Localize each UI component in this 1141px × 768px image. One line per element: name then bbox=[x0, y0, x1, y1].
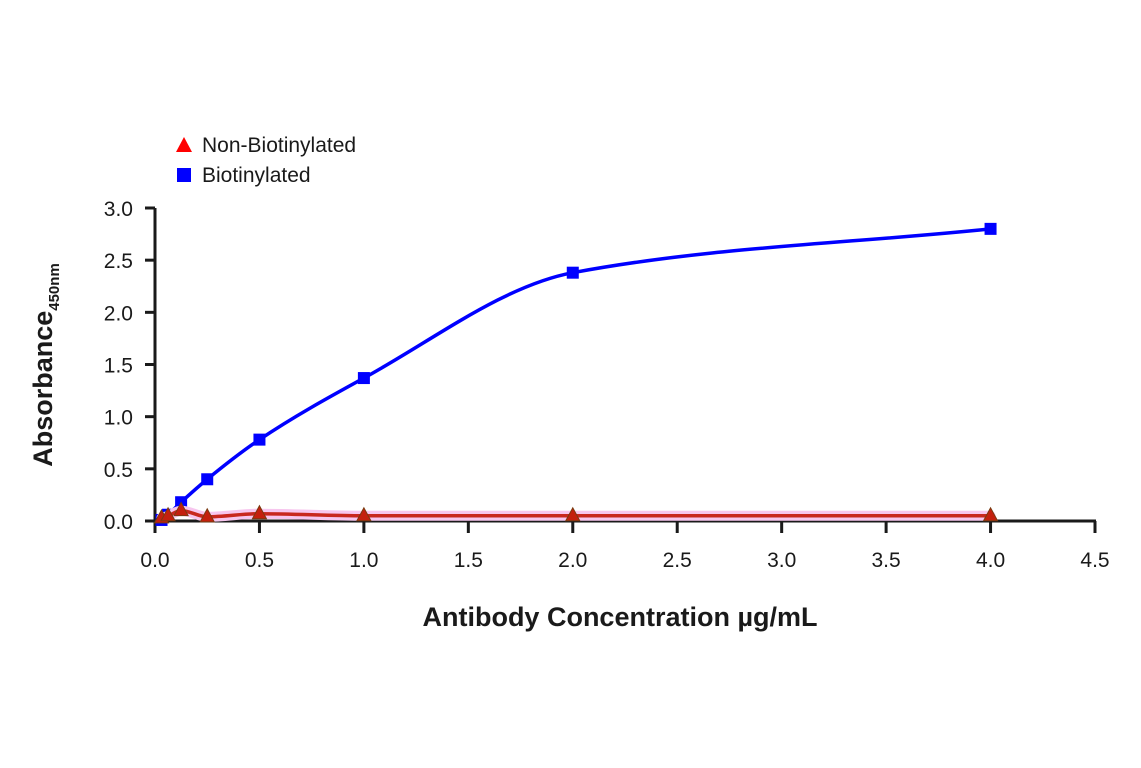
svg-text:Absorbance450nm: Absorbance450nm bbox=[28, 263, 63, 467]
blue-square-marker-icon bbox=[357, 372, 370, 385]
red-triangle-marker-icon bbox=[564, 506, 581, 522]
y-tick-label: 1.0 bbox=[104, 407, 133, 430]
x-tick-label: 3.0 bbox=[767, 549, 796, 572]
blue-square-marker-icon bbox=[984, 222, 997, 235]
x-tick-label: 0.0 bbox=[140, 549, 169, 572]
y-tick-label: 1.5 bbox=[104, 355, 133, 378]
legend-item-non-biotinylated: Non-Biotinylated bbox=[176, 134, 356, 157]
y-axis-title: Absorbance450nm bbox=[28, 263, 63, 467]
y-tick-label: 2.5 bbox=[104, 250, 133, 273]
blue-square-marker-icon bbox=[201, 473, 214, 486]
blue-square-icon bbox=[177, 168, 191, 182]
x-tick-label: 3.5 bbox=[872, 549, 901, 572]
x-tick-label: 1.5 bbox=[454, 549, 483, 572]
x-tick-label: 2.0 bbox=[558, 549, 587, 572]
y-tick-label: 2.0 bbox=[104, 302, 133, 325]
x-axis-title: Antibody Concentration µg/mL bbox=[422, 602, 817, 632]
series-biotinylated bbox=[155, 222, 997, 526]
y-tick-label: 0.5 bbox=[104, 459, 133, 482]
red-triangle-marker-icon bbox=[251, 504, 268, 520]
legend: Non-Biotinylated Biotinylated bbox=[176, 134, 356, 187]
blue-square-marker-icon bbox=[253, 433, 266, 446]
plot-area bbox=[153, 222, 999, 526]
series-non-biotinylated bbox=[153, 501, 999, 524]
red-triangle-icon bbox=[176, 137, 192, 152]
x-tick-label: 1.0 bbox=[349, 549, 378, 572]
red-triangle-marker-icon bbox=[160, 506, 176, 522]
x-tick-label: 0.5 bbox=[245, 549, 274, 572]
legend-label: Biotinylated bbox=[202, 164, 311, 187]
red-triangle-marker-icon bbox=[199, 507, 216, 523]
y-tick-label: 3.0 bbox=[104, 198, 133, 221]
red-triangle-marker-icon bbox=[356, 506, 372, 522]
y-axis-title-main: Absorbance bbox=[28, 311, 58, 467]
legend-label: Non-Biotinylated bbox=[202, 134, 356, 157]
axes: 0.0 0.5 1.0 1.5 2.0 2.5 3.0 3.5 4.0 4.5 0.0 0.5 1.0 1… bbox=[104, 198, 1110, 572]
y-axis-title-subscript: 450nm bbox=[46, 263, 63, 311]
legend-item-biotinylated: Biotinylated bbox=[177, 164, 311, 187]
red-triangle-marker-icon bbox=[173, 501, 189, 517]
x-tick-label: 4.0 bbox=[976, 549, 1005, 572]
x-tick-label: 4.5 bbox=[1080, 549, 1109, 572]
blue-square-marker-icon bbox=[566, 266, 579, 279]
x-tick-label: 2.5 bbox=[663, 549, 692, 572]
red-triangle-marker-icon bbox=[982, 506, 999, 522]
y-tick-label: 0.0 bbox=[104, 511, 133, 534]
